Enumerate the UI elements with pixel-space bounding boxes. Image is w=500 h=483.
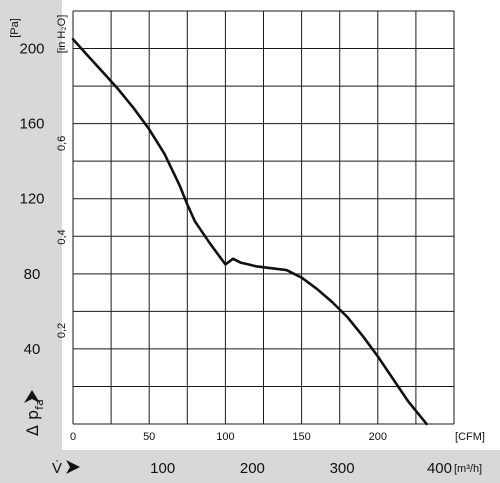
cfm-tick-labels: 0 50 100 150 200 — [70, 431, 387, 443]
y-axis-title-main: Δ p — [23, 410, 42, 436]
cfm-tick-label: 100 — [216, 431, 234, 443]
cfm-tick-label: 0 — [70, 431, 76, 443]
inh2o-tick-label: 0,6 — [56, 136, 68, 151]
cfm-tick-label: 200 — [369, 431, 387, 443]
cfm-tick-label: 150 — [292, 431, 310, 443]
cfm-tick-label: 50 — [143, 431, 155, 443]
pa-tick-label: 160 — [19, 116, 44, 133]
m3h-tick-label: 200 — [240, 460, 265, 477]
y-axis-title-sub: fa — [33, 399, 46, 410]
m3h-tick-label: 300 — [330, 460, 355, 477]
m3h-unit-label: [m³/h] — [454, 463, 482, 475]
y-axis-title: Δ pfa — [23, 399, 46, 436]
m3h-tick-label: 400 — [427, 460, 452, 477]
inh2o-tick-labels: 0,2 0,4 0,6 — [56, 136, 68, 338]
flow-symbol-label: V̇ — [52, 460, 62, 477]
pa-tick-label: 120 — [19, 191, 44, 208]
bottom-axis-band — [0, 450, 500, 483]
pa-tick-label: 200 — [19, 41, 44, 58]
x-axis-arrow-icon — [66, 460, 80, 474]
series-line — [71, 37, 428, 426]
left-axis-panel — [0, 0, 62, 450]
pa-unit-label: [Pa] — [9, 18, 21, 38]
y-axis-arrow-icon — [24, 390, 40, 403]
pa-tick-labels: 40 80 120 160 200 — [19, 41, 44, 358]
m3h-tick-labels: 100 200 300 400 — [150, 460, 452, 477]
m3h-tick-label: 100 — [150, 460, 175, 477]
plot-grid — [72, 10, 455, 425]
inh2o-unit-label: [in H₂O] — [56, 15, 68, 54]
cfm-unit-label: [CFM] — [455, 431, 485, 443]
pa-tick-label: 80 — [24, 266, 41, 283]
pa-tick-label: 40 — [24, 341, 41, 358]
inh2o-tick-label: 0,4 — [56, 229, 68, 244]
inh2o-tick-label: 0,2 — [56, 323, 68, 338]
